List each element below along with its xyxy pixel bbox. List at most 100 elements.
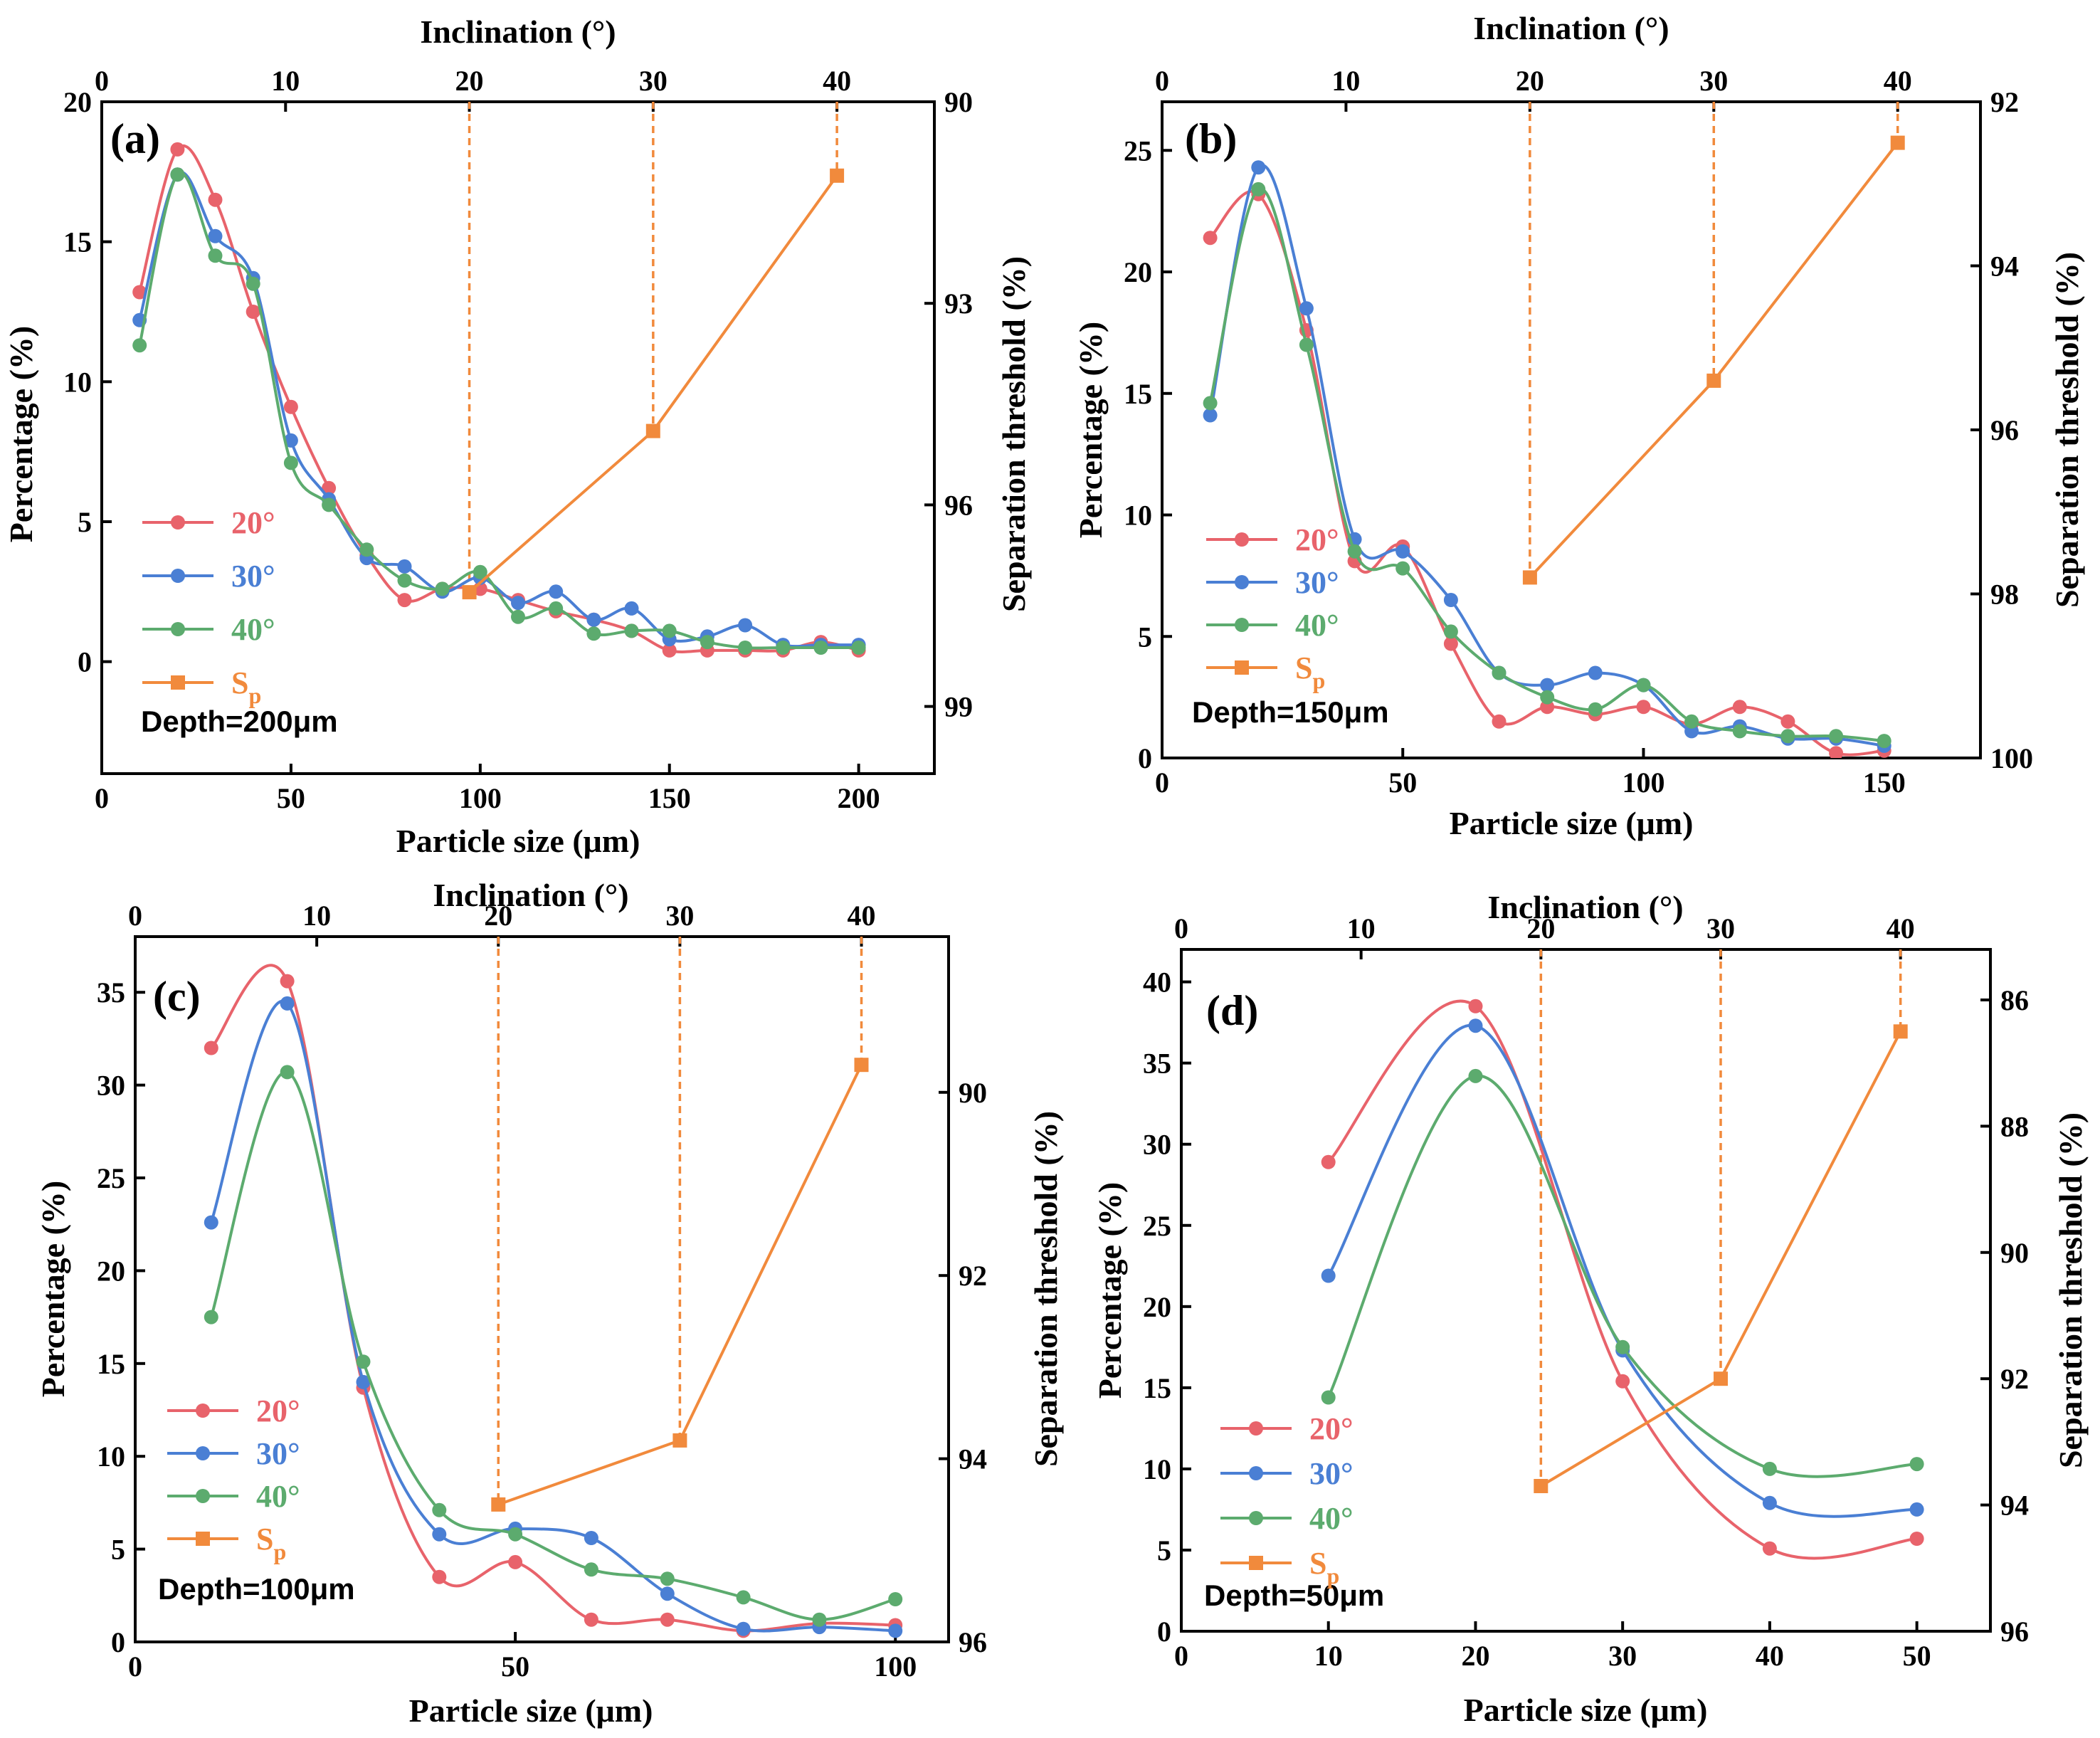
legend-label: 30° <box>231 559 275 594</box>
legend-label: 30° <box>256 1436 300 1471</box>
right-axis-title: Separation threshold (%) <box>1028 1111 1064 1467</box>
data-point <box>1321 1154 1336 1169</box>
data-point <box>280 996 295 1011</box>
legend-sp-main: S <box>1309 1546 1326 1581</box>
y-tick-label: 35 <box>97 976 125 1008</box>
data-point <box>356 1354 371 1369</box>
sp-point <box>1522 570 1537 585</box>
top-axis-title: Inclination (°) <box>1487 889 1683 925</box>
data-point <box>508 1527 523 1542</box>
y-tick-label: 5 <box>1138 621 1152 653</box>
data-point <box>322 497 337 512</box>
data-point <box>1321 1268 1336 1283</box>
series-line-30deg <box>1326 1023 1917 1518</box>
data-point <box>1636 678 1651 692</box>
x-tick-label: 150 <box>648 782 691 814</box>
data-point <box>1684 714 1699 729</box>
data-point <box>624 623 639 638</box>
x-tick-label: 0 <box>1155 767 1169 799</box>
legend-marker <box>1249 1421 1263 1436</box>
panel-label: (d) <box>1206 987 1258 1034</box>
top-tick-label: 40 <box>1884 65 1912 97</box>
data-point <box>1347 544 1362 559</box>
data-point <box>738 618 753 633</box>
data-point <box>1395 544 1410 559</box>
data-point <box>1762 1541 1777 1556</box>
y-tick-label: 15 <box>63 226 92 258</box>
data-point <box>1877 734 1891 749</box>
data-point <box>1780 714 1795 729</box>
data-point <box>283 433 298 448</box>
series-line-40deg <box>1326 1074 1917 1478</box>
right-tick-label: 92 <box>959 1260 987 1292</box>
data-point <box>1321 1390 1336 1405</box>
y-tick-label: 15 <box>1124 378 1152 410</box>
right-tick-label: 86 <box>2000 984 2029 1016</box>
legend-marker <box>1249 1556 1263 1570</box>
data-layer <box>1321 949 1924 1560</box>
y-tick-label: 40 <box>1143 967 1171 999</box>
x-tick-label: 0 <box>128 1650 142 1682</box>
x-axis-title: Particle size (μm) <box>1464 1692 1708 1728</box>
data-point <box>473 564 487 579</box>
data-point <box>584 1562 598 1577</box>
data-point <box>736 1590 751 1605</box>
series-line-20deg <box>1327 999 1917 1560</box>
right-tick-label: 92 <box>2000 1363 2029 1395</box>
data-point <box>1299 337 1314 352</box>
legend-sp-sub: p <box>248 683 261 708</box>
y-tick-label: 25 <box>1143 1210 1171 1242</box>
data-point <box>1395 561 1410 576</box>
data-point <box>511 609 525 624</box>
legend-sp-main: S <box>1295 651 1312 685</box>
sp-point <box>645 423 660 438</box>
panel-d: 0 10 20 30 40 500 10 20 30 4005101520253035408688… <box>1092 889 2089 1728</box>
data-point <box>1540 700 1555 715</box>
x-tick-label: 100 <box>459 782 502 814</box>
right-tick-label: 94 <box>1990 251 2019 283</box>
top-tick-label: 0 <box>95 65 109 97</box>
sp-point <box>854 1058 869 1073</box>
right-axis-title: Separation threshold (%) <box>996 256 1032 612</box>
top-tick-label: 30 <box>1699 65 1728 97</box>
y-tick-label: 10 <box>1143 1453 1171 1485</box>
data-point <box>660 1612 675 1627</box>
x-tick-label: 10 <box>1314 1640 1343 1672</box>
data-point <box>1615 1339 1630 1354</box>
right-tick-label: 90 <box>959 1077 987 1109</box>
data-point <box>246 276 260 291</box>
y-tick-label: 35 <box>1143 1048 1171 1080</box>
data-point <box>1762 1495 1777 1510</box>
top-tick-label: 30 <box>639 65 668 97</box>
right-tick-label: 90 <box>944 86 973 118</box>
legend-marker <box>196 1446 210 1460</box>
legend-sp-main: S <box>231 665 248 700</box>
sp-point <box>1706 373 1721 388</box>
legend-label-sp: Sp <box>256 1522 286 1564</box>
x-tick-label: 200 <box>838 782 880 814</box>
right-tick-label: 99 <box>944 691 973 723</box>
data-layer <box>1203 102 1905 758</box>
legend-label: 40° <box>231 612 275 647</box>
top-tick-label: 40 <box>823 65 851 97</box>
data-point <box>1468 1018 1483 1033</box>
data-point <box>584 1531 598 1545</box>
right-tick-label: 96 <box>2000 1616 2029 1648</box>
top-axis-title: Inclination (°) <box>420 14 616 50</box>
top-tick-label: 10 <box>271 65 300 97</box>
legend-label: 30° <box>1295 565 1339 600</box>
top-axis-title: Inclination (°) <box>433 877 628 913</box>
data-point <box>1829 729 1844 744</box>
legend-marker <box>196 1403 210 1418</box>
y-axis-title: Percentage (%) <box>1092 1182 1128 1399</box>
data-point <box>322 480 337 495</box>
top-tick-label: 0 <box>128 900 142 932</box>
right-tick-label: 93 <box>944 288 973 320</box>
x-tick-label: 0 <box>95 782 109 814</box>
data-point <box>1443 636 1458 651</box>
legend-sp-sub: p <box>1312 668 1325 693</box>
data-point <box>662 623 677 638</box>
legend: 20° 30° 40° Sp <box>142 505 275 708</box>
legend-marker <box>171 622 185 636</box>
legend-label: 40° <box>256 1479 300 1514</box>
